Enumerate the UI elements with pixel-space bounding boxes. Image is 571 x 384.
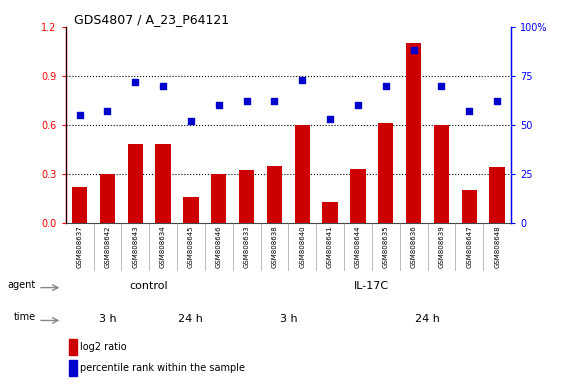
Bar	[69, 360, 77, 376]
Text: GSM808634: GSM808634	[160, 225, 166, 268]
Text: GSM808648: GSM808648	[494, 225, 500, 268]
Point	[297, 77, 307, 83]
Text: 24 h: 24 h	[179, 314, 203, 324]
Text: GSM808640: GSM808640	[299, 225, 305, 268]
Bar	[267, 166, 282, 223]
Point	[159, 83, 168, 89]
Text: GSM808644: GSM808644	[355, 225, 361, 268]
Text: 3 h: 3 h	[280, 314, 297, 324]
Point	[103, 108, 112, 114]
Bar	[239, 170, 254, 223]
Bar	[461, 190, 477, 223]
Point	[437, 83, 446, 89]
Text: 24 h: 24 h	[415, 314, 440, 324]
Bar	[72, 187, 87, 223]
Text: IL-17C: IL-17C	[354, 281, 389, 291]
Text: GSM808635: GSM808635	[383, 225, 389, 268]
Text: GSM808646: GSM808646	[216, 225, 222, 268]
Point	[242, 98, 251, 104]
Text: GSM808636: GSM808636	[411, 225, 417, 268]
Point	[493, 98, 502, 104]
Text: GSM808645: GSM808645	[188, 225, 194, 268]
Point	[270, 98, 279, 104]
Point	[465, 108, 474, 114]
Bar	[69, 339, 77, 354]
Text: agent: agent	[8, 280, 36, 290]
Bar	[127, 144, 143, 223]
Text: GSM808639: GSM808639	[439, 225, 444, 268]
Point	[75, 112, 84, 118]
Point	[131, 79, 140, 85]
Text: GSM808647: GSM808647	[467, 225, 472, 268]
Point	[186, 118, 195, 124]
Bar	[295, 125, 310, 223]
Text: GSM808641: GSM808641	[327, 225, 333, 268]
Bar	[434, 125, 449, 223]
Point	[214, 102, 223, 108]
Bar	[100, 174, 115, 223]
Bar	[406, 43, 421, 223]
Bar	[350, 169, 365, 223]
Bar	[378, 123, 393, 223]
Text: GDS4807 / A_23_P64121: GDS4807 / A_23_P64121	[74, 13, 230, 26]
Point	[409, 47, 418, 53]
Text: percentile rank within the sample: percentile rank within the sample	[80, 363, 245, 373]
Bar	[155, 144, 171, 223]
Text: GSM808638: GSM808638	[271, 225, 278, 268]
Text: GSM808642: GSM808642	[104, 225, 110, 268]
Text: GSM808643: GSM808643	[132, 225, 138, 268]
Text: GSM808633: GSM808633	[244, 225, 250, 268]
Point	[325, 116, 335, 122]
Bar	[323, 202, 338, 223]
Text: log2 ratio: log2 ratio	[80, 342, 126, 352]
Bar	[211, 174, 227, 223]
Bar	[489, 167, 505, 223]
Point	[381, 83, 391, 89]
Text: control: control	[130, 281, 168, 291]
Text: 3 h: 3 h	[99, 314, 116, 324]
Text: time: time	[14, 312, 36, 322]
Text: GSM808637: GSM808637	[77, 225, 83, 268]
Bar	[183, 197, 199, 223]
Point	[353, 102, 363, 108]
